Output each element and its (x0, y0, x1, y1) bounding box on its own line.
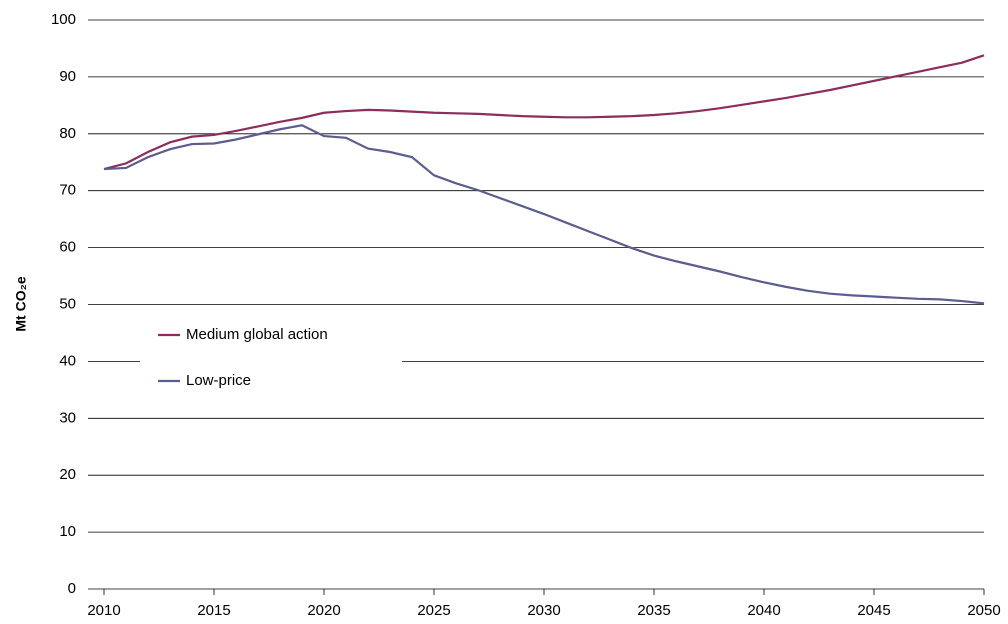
x-tick-label: 2020 (307, 602, 340, 619)
legend-label: Medium global action (186, 326, 328, 343)
y-tick-label: 40 (59, 352, 76, 369)
y-tick-label: 80 (59, 125, 76, 142)
y-tick-label: 70 (59, 182, 76, 199)
y-tick-label: 0 (68, 580, 76, 597)
x-tick-label: 2030 (527, 602, 560, 619)
x-tick-label: 2035 (637, 602, 670, 619)
x-tick-label: 2015 (197, 602, 230, 619)
y-tick-label: 20 (59, 466, 76, 483)
line-series (103, 54, 985, 171)
x-tick-label: 2040 (747, 602, 780, 619)
y-tick-label: 60 (59, 239, 76, 256)
x-tick-label: 2025 (417, 602, 450, 619)
y-tick-label: 50 (59, 295, 76, 312)
x-tick-label: 2050 (967, 602, 1000, 619)
line-series (103, 124, 985, 305)
y-tick-label: 30 (59, 409, 76, 426)
y-tick-label: 90 (59, 68, 76, 85)
y-tick-label: 10 (59, 523, 76, 540)
y-tick-label: 100 (51, 11, 76, 28)
legend-label: Low-price (186, 372, 251, 389)
y-axis-label: Mt CO₂e (13, 276, 29, 331)
x-tick-label: 2045 (857, 602, 890, 619)
legend-box (140, 318, 402, 402)
x-tick-label: 2010 (87, 602, 120, 619)
